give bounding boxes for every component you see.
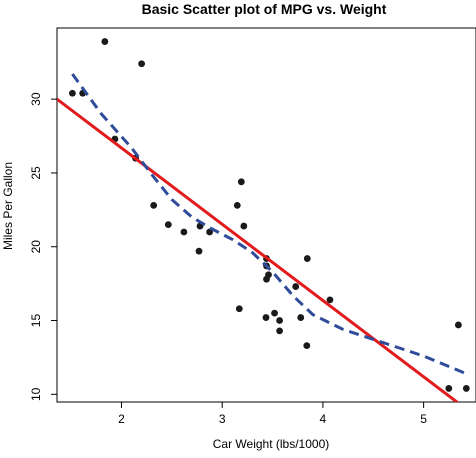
data-point xyxy=(462,385,470,392)
lowess-smooth-line xyxy=(71,73,467,376)
data-point xyxy=(263,275,270,283)
y-axis-label: Miles Per Gallon xyxy=(1,162,15,250)
data-point xyxy=(69,89,76,97)
y-tick-label: 15 xyxy=(29,314,43,328)
data-point xyxy=(303,342,311,350)
regression-line xyxy=(57,97,460,402)
data-point xyxy=(326,296,334,304)
data-point xyxy=(276,317,283,324)
data-point xyxy=(235,305,243,313)
series-layer xyxy=(57,38,470,402)
x-axis-label: Car Weight (lbs/1000) xyxy=(213,437,330,451)
data-point xyxy=(180,228,188,236)
data-point xyxy=(206,228,213,236)
data-point xyxy=(262,314,270,321)
y-axis: 10 15 20 25 30 xyxy=(29,92,57,401)
data-point xyxy=(454,321,462,329)
data-point xyxy=(297,314,305,321)
y-tick-label: 10 xyxy=(29,387,43,401)
data-point xyxy=(303,255,311,262)
plot-frame xyxy=(56,27,476,403)
data-point xyxy=(138,60,146,68)
data-point xyxy=(150,202,158,209)
data-point xyxy=(237,178,245,186)
data-point xyxy=(292,283,300,290)
data-point xyxy=(240,222,248,230)
x-tick-label: 2 xyxy=(118,412,125,426)
data-point xyxy=(195,247,203,255)
x-tick-label: 4 xyxy=(320,412,327,426)
x-axis: 2 3 4 5 xyxy=(118,402,427,426)
data-point xyxy=(233,202,241,209)
x-tick-label: 5 xyxy=(420,412,427,426)
x-tick-label: 3 xyxy=(219,412,226,426)
y-tick-label: 30 xyxy=(29,92,43,106)
y-tick-label: 20 xyxy=(29,240,43,254)
data-point xyxy=(276,327,283,335)
plot-area xyxy=(56,27,476,403)
data-point xyxy=(101,38,109,45)
data-point xyxy=(271,309,278,317)
data-point xyxy=(445,385,453,392)
chart-title: Basic Scatter plot of MPG vs. Weight xyxy=(142,1,387,17)
y-tick-label: 25 xyxy=(29,166,43,180)
data-point xyxy=(164,221,172,228)
